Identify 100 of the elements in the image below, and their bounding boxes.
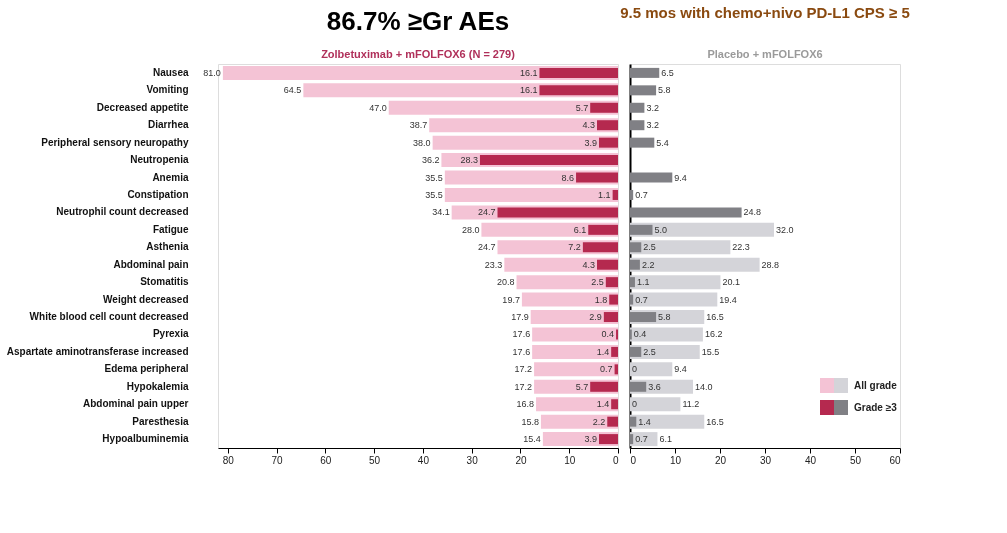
data-label: 2.9 <box>589 312 602 323</box>
bar <box>539 67 618 78</box>
x-tick-label: 70 <box>271 454 284 466</box>
bar <box>630 85 657 96</box>
data-label: 2.2 <box>592 416 606 427</box>
bar <box>532 327 618 342</box>
data-label: 5.4 <box>656 137 669 148</box>
data-label: 28.3 <box>460 155 478 166</box>
y-tick-label: Stomatitis <box>140 276 189 288</box>
x-tick-label: 30 <box>466 454 479 466</box>
x-tick-label: 0 <box>630 454 637 466</box>
data-label: 0 <box>632 364 638 375</box>
y-tick-label: Constipation <box>127 188 189 200</box>
bar <box>630 416 637 427</box>
x-tick-label: 20 <box>515 454 527 466</box>
data-label: 0 <box>632 399 638 410</box>
x-tick-label: 10 <box>564 454 576 466</box>
data-label: 15.5 <box>701 346 720 357</box>
bar <box>630 292 718 307</box>
data-label: 15.8 <box>521 416 539 427</box>
data-label: 4.3 <box>582 120 596 131</box>
data-label: 1.4 <box>596 346 610 357</box>
bar <box>432 135 618 150</box>
data-label: 5.0 <box>654 224 668 235</box>
bar <box>611 399 618 410</box>
x-tick-label: 60 <box>889 454 901 466</box>
data-label: 6.5 <box>661 67 674 78</box>
data-label: 0.7 <box>635 189 648 200</box>
data-label: 38.0 <box>413 137 431 148</box>
bar <box>597 120 618 131</box>
y-tick-label: Vomiting <box>146 84 189 96</box>
data-label: 34.1 <box>432 207 450 218</box>
bar <box>597 259 618 270</box>
y-tick-label: Nausea <box>152 66 189 78</box>
bar <box>598 137 618 148</box>
data-label: 19.4 <box>719 294 737 305</box>
bar <box>630 172 673 183</box>
data-label: 6.1 <box>659 434 672 445</box>
data-label: 9.4 <box>674 364 687 375</box>
data-label: 2.2 <box>641 259 655 270</box>
x-tick-label: 0 <box>612 454 619 466</box>
x-tick-label: 40 <box>417 454 430 466</box>
data-label: 15.4 <box>523 434 541 445</box>
data-label: 1.4 <box>596 399 610 410</box>
data-label: 3.9 <box>584 137 597 148</box>
data-label: 17.6 <box>512 329 531 340</box>
bar <box>630 362 673 377</box>
bar <box>630 277 635 288</box>
y-tick-label: Asthenia <box>146 241 189 253</box>
bar <box>590 102 618 113</box>
data-label: 17.2 <box>514 381 533 392</box>
data-label: 5.7 <box>575 102 589 113</box>
text: 9.5 mos with chemo+nivo PD-L1 CPS ≥ 5 <box>620 4 910 21</box>
data-label: 36.2 <box>421 155 440 166</box>
data-label: 16.8 <box>516 399 535 410</box>
y-tick-label: Neutrophil count decreased <box>56 206 189 218</box>
data-label: 19.7 <box>502 294 520 305</box>
chart-title: Placebo + mFOLFOX6 <box>707 48 823 60</box>
data-label: 16.5 <box>706 312 724 323</box>
bar <box>630 381 647 392</box>
bar <box>534 362 618 377</box>
bar <box>603 312 618 323</box>
bar <box>590 381 618 392</box>
bar <box>605 277 618 288</box>
bar <box>630 207 742 218</box>
y-tick-label: Paresthesia <box>132 415 189 427</box>
data-label: 35.5 <box>425 189 443 200</box>
bar <box>630 414 705 429</box>
bar <box>444 187 618 202</box>
bar <box>630 67 660 78</box>
data-label: 2.5 <box>643 346 656 357</box>
data-label: 5.8 <box>658 85 671 96</box>
bar <box>539 85 618 96</box>
bar <box>630 327 703 342</box>
data-label: 0.4 <box>633 329 647 340</box>
data-label: 28.0 <box>461 224 480 235</box>
data-label: 0.4 <box>601 329 615 340</box>
bar <box>630 294 634 305</box>
bar <box>609 294 618 305</box>
legend-label: Grade ≥3 <box>854 402 898 413</box>
y-tick-label: Decreased appetite <box>96 101 189 113</box>
bar <box>630 189 634 200</box>
bar <box>611 346 618 357</box>
y-tick-label: Weight decreased <box>103 293 189 305</box>
data-label: 1.4 <box>638 416 651 427</box>
bar <box>630 120 645 131</box>
data-label: 1.1 <box>598 189 611 200</box>
x-tick-label: 10 <box>669 454 682 466</box>
bar <box>630 259 640 270</box>
data-label: 9.4 <box>674 172 687 183</box>
bar <box>630 397 681 412</box>
data-label: 8.6 <box>561 172 575 183</box>
data-label: 3.2 <box>646 120 659 131</box>
bar <box>630 275 721 290</box>
y-tick-label: Pyrexia <box>152 328 189 340</box>
data-label: 38.7 <box>409 120 428 131</box>
bar <box>516 275 618 290</box>
data-label: 20.1 <box>722 277 740 288</box>
y-tick-label: Peripheral sensory neuropathy <box>41 136 189 148</box>
x-tick-label: 50 <box>369 454 381 466</box>
